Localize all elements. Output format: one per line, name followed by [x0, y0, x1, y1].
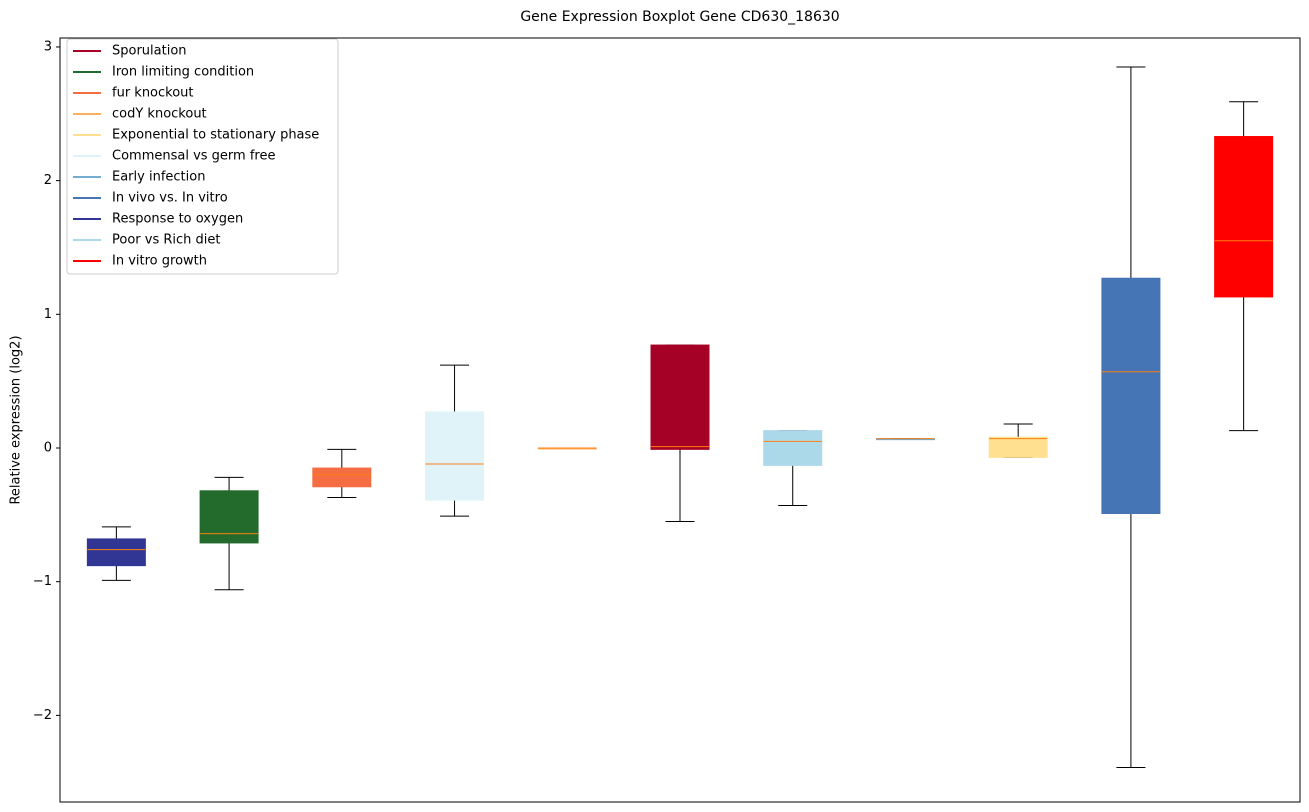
box — [86, 538, 146, 567]
y-tick-label: 3 — [44, 39, 52, 54]
box — [1214, 136, 1274, 298]
y-tick-label: 0 — [44, 441, 52, 456]
legend-label: Sporulation — [112, 44, 187, 59]
legend-label: In vitro growth — [112, 254, 207, 269]
box — [312, 467, 372, 488]
legend-label: Early infection — [112, 170, 205, 185]
box — [199, 490, 259, 544]
y-tick-label: −1 — [33, 574, 52, 589]
box — [650, 344, 710, 450]
box — [763, 430, 823, 466]
legend-box — [66, 38, 339, 275]
legend-label: Iron limiting condition — [112, 65, 254, 80]
legend-label: In vivo vs. In vitro — [112, 191, 228, 206]
legend-label: Poor vs Rich diet — [112, 233, 220, 248]
legend-label: fur knockout — [112, 86, 194, 101]
box — [988, 436, 1048, 458]
y-tick-label: 2 — [44, 173, 52, 188]
box — [425, 411, 485, 501]
chart-title: Gene Expression Boxplot Gene CD630_18630 — [520, 9, 839, 25]
box — [1101, 277, 1161, 515]
plot-frame — [59, 37, 1301, 803]
legend-label: Exponential to stationary phase — [112, 128, 319, 143]
legend-label: Response to oxygen — [112, 212, 243, 227]
legend-label: codY knockout — [112, 107, 207, 122]
y-tick-label: 1 — [44, 307, 52, 322]
y-axis-label: Relative expression (log2) — [9, 335, 24, 504]
legend-label: Commensal vs germ free — [112, 149, 275, 164]
y-tick-label: −2 — [33, 708, 52, 723]
